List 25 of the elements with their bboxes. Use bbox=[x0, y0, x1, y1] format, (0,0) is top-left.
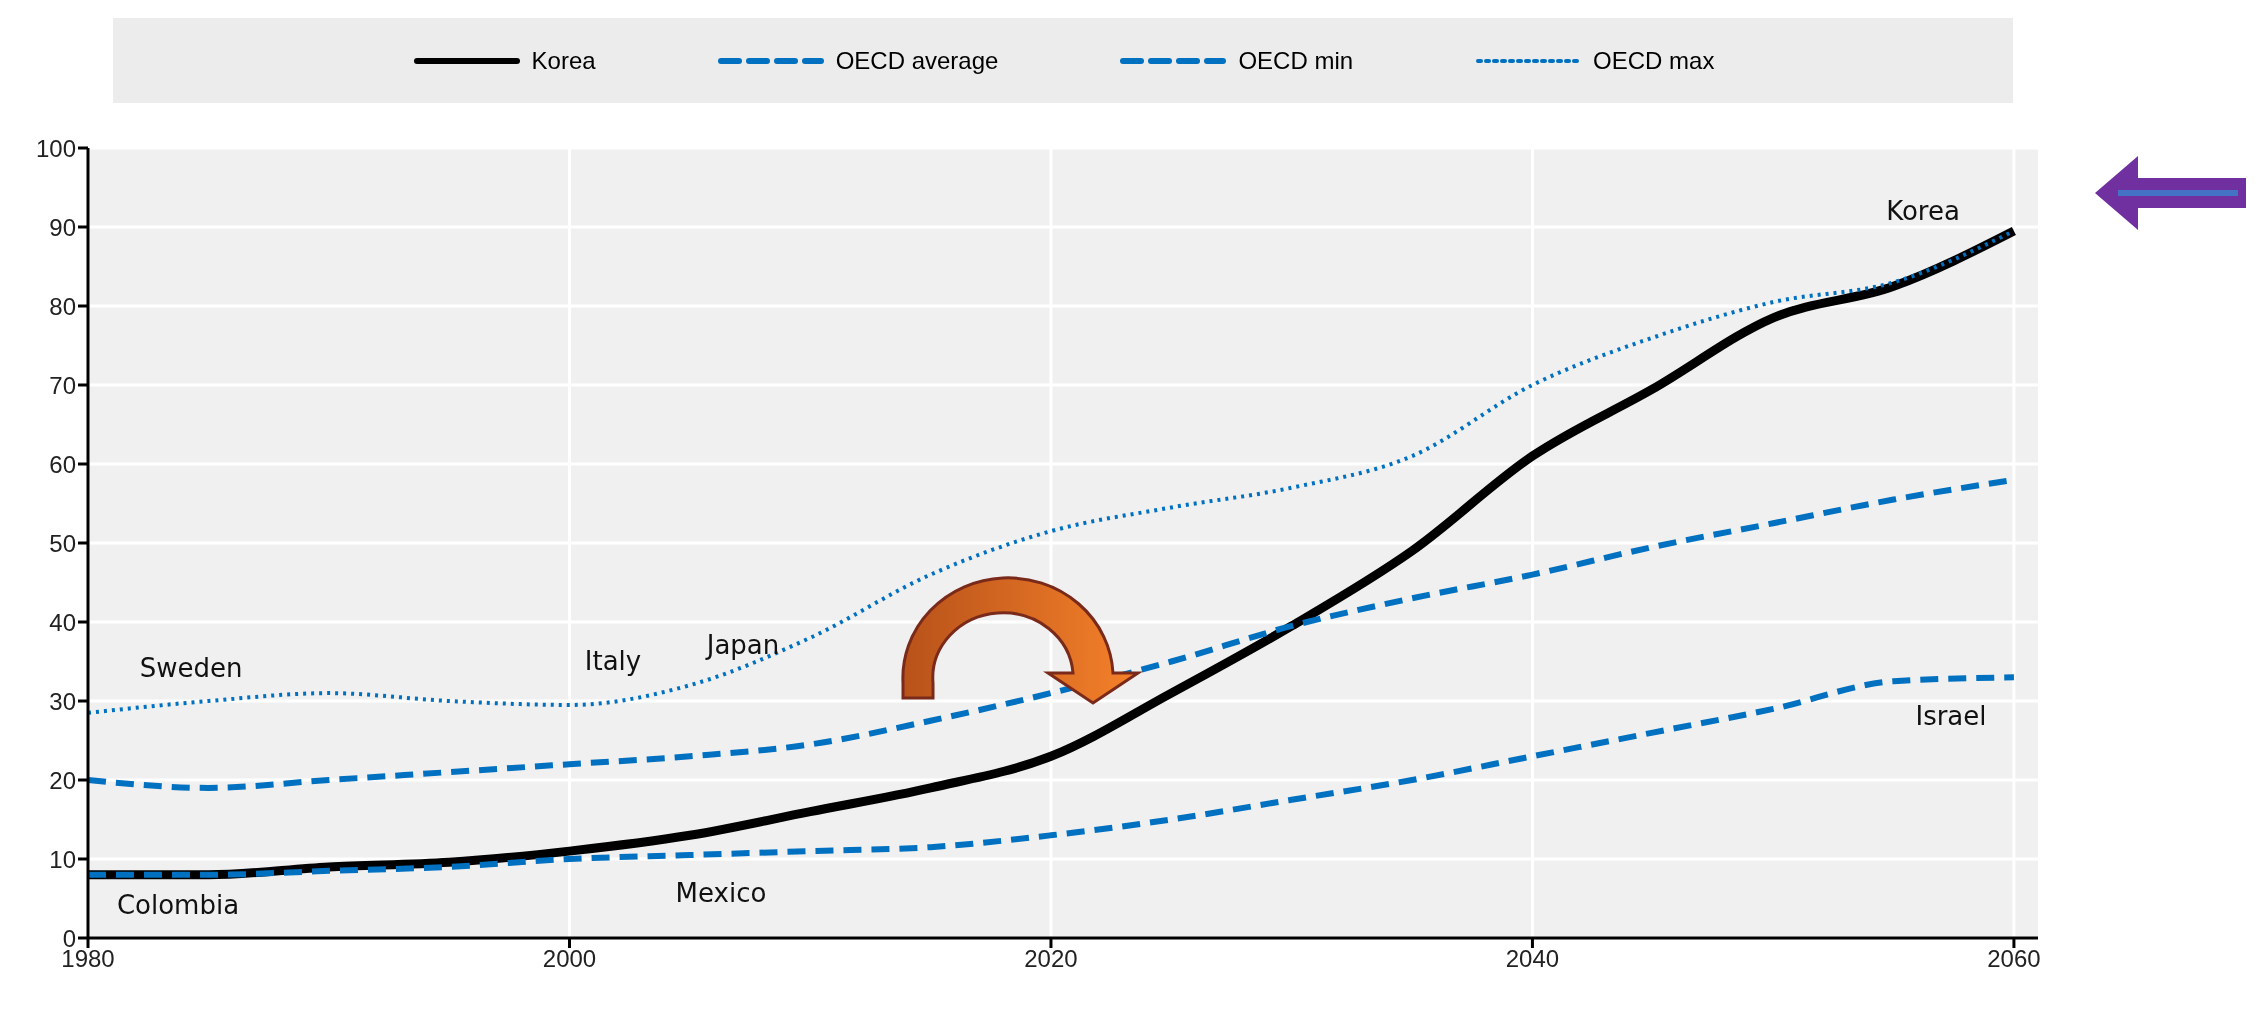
legend-label: OECD min bbox=[1238, 46, 1354, 75]
legend-label: OECD average bbox=[835, 46, 999, 75]
y-tick-label: 60 bbox=[49, 450, 76, 478]
x-tick-label: 2000 bbox=[542, 945, 597, 973]
y-tick-label: 10 bbox=[49, 845, 76, 873]
annotation: Korea bbox=[1886, 196, 1960, 226]
annotation: Colombia bbox=[116, 890, 240, 920]
annotation: Israel bbox=[1915, 701, 1987, 731]
y-tick-label: 40 bbox=[49, 608, 76, 636]
y-tick-label: 90 bbox=[49, 213, 76, 241]
y-tick-label: 20 bbox=[49, 766, 76, 794]
y-tick-label: 30 bbox=[49, 687, 76, 715]
legend-label: Korea bbox=[531, 46, 596, 75]
annotation: Mexico bbox=[675, 878, 767, 908]
y-tick-label: 70 bbox=[49, 371, 76, 399]
x-tick-label: 2040 bbox=[1505, 945, 1560, 973]
legend-label: OECD max bbox=[1593, 46, 1715, 75]
x-tick-label: 2060 bbox=[1987, 945, 2041, 973]
annotation: Italy bbox=[584, 646, 642, 676]
x-tick-label: 2020 bbox=[1024, 945, 1078, 973]
y-tick-label: 50 bbox=[49, 529, 76, 557]
y-tick-label: 100 bbox=[35, 134, 76, 162]
annotation: Sweden bbox=[139, 653, 243, 683]
annotation: Japan bbox=[706, 630, 780, 660]
y-tick-label: 80 bbox=[49, 292, 76, 320]
